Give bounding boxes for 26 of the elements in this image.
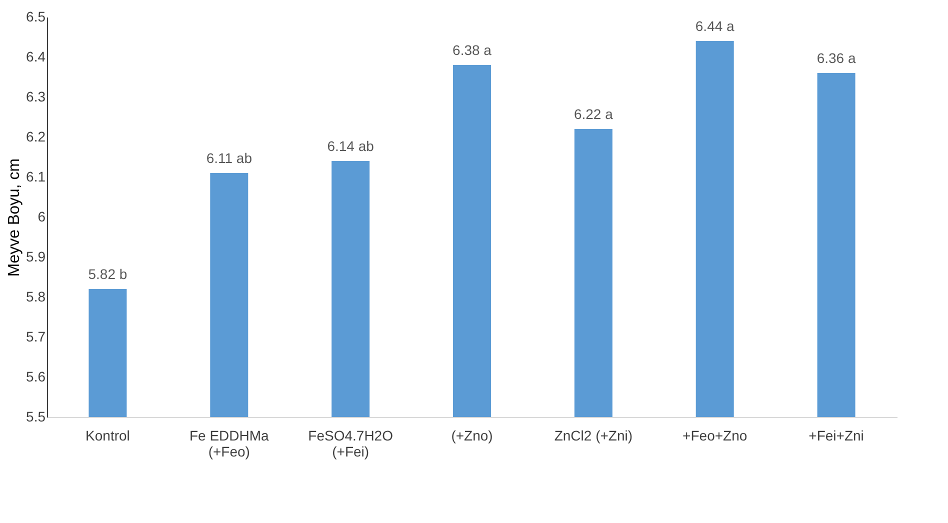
x-tick-label: +Fei+Zni <box>808 428 864 444</box>
data-label: 5.82 b <box>88 266 128 282</box>
y-tick-label: 6.4 <box>26 48 46 64</box>
x-tick-label: +Feo+Zno <box>682 428 748 444</box>
y-tick-label: 5.8 <box>26 288 46 304</box>
y-tick-label: 5.6 <box>26 368 46 384</box>
data-label: 6.36 a <box>816 50 856 66</box>
x-tick-label: Kontrol <box>86 428 130 444</box>
x-tick-label: Fe EDDHMa (+Feo) <box>189 428 270 460</box>
x-tick-label: FeSO4.7H2O (+Fei) <box>308 428 394 460</box>
y-tick-label: 6.5 <box>26 8 46 24</box>
y-tick-label: 6.1 <box>26 168 46 184</box>
y-tick-label: 6.3 <box>26 88 46 104</box>
y-tick-label: 5.5 <box>26 408 46 424</box>
y-tick-label: 5.7 <box>26 328 46 344</box>
x-tick-label: ZnCl2 (+Zni) <box>554 428 633 444</box>
data-label: 6.38 a <box>452 42 492 58</box>
y-axis-title: Meyve Boyu, cm <box>6 158 24 277</box>
x-tick-label: (+Zno) <box>451 428 493 444</box>
data-label: 6.11 ab <box>206 150 252 166</box>
y-tick-label: 5.9 <box>26 248 46 264</box>
y-tick-label: 6 <box>38 208 46 224</box>
y-tick-label: 6.2 <box>26 128 46 144</box>
data-label: 6.14 ab <box>327 138 374 154</box>
data-label: 6.22 a <box>574 106 614 122</box>
data-label: 6.44 a <box>695 18 735 34</box>
